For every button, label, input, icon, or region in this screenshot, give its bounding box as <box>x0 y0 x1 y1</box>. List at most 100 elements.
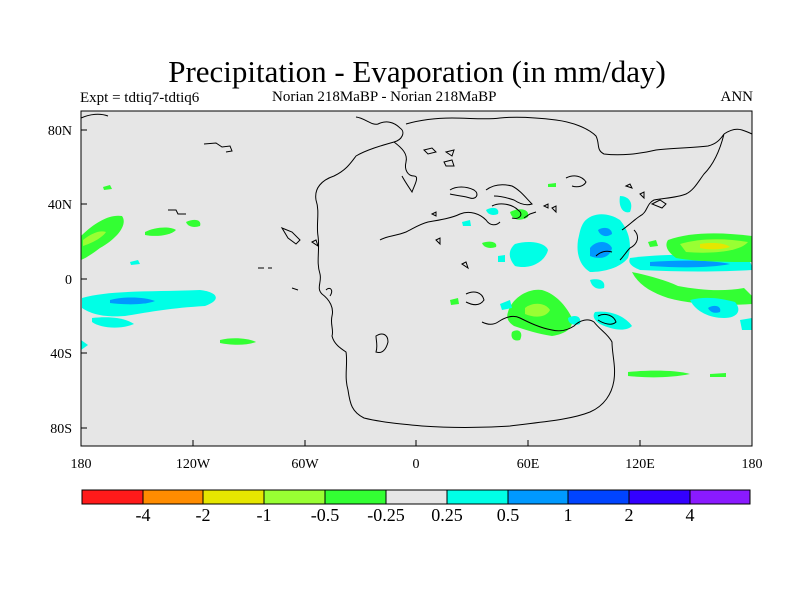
anomaly-patch <box>186 219 201 227</box>
x-tick-labels: 180 120W 60W 0 60E 120E 180 <box>71 457 763 472</box>
anomaly-patch <box>83 231 106 246</box>
colorbar-swatch <box>202 489 265 505</box>
colorbar-label: 0.5 <box>496 505 520 525</box>
coastline <box>485 184 533 206</box>
x-tick-label: 60W <box>291 457 319 472</box>
anomaly-patch <box>130 260 140 265</box>
coastline <box>523 211 537 219</box>
x-tick-label: 60E <box>517 457 540 472</box>
anomaly-patch <box>700 243 730 250</box>
colorbar-label: -0.25 <box>367 505 405 525</box>
anomaly-patch <box>81 215 124 260</box>
anomaly-patch <box>510 209 529 220</box>
coastline <box>375 333 389 353</box>
coastline <box>565 175 587 188</box>
season-label: ANN <box>720 89 754 105</box>
coastline <box>430 211 437 217</box>
coastline <box>315 116 616 428</box>
anomaly-fields <box>81 183 752 378</box>
coastline <box>435 237 441 246</box>
anomaly-patch <box>110 297 155 305</box>
y-tick-label: 80N <box>48 124 72 139</box>
y-tick-label: 0 <box>65 273 72 288</box>
colorbar-label: 2 <box>624 505 634 525</box>
y-tick-label: 40N <box>48 198 72 213</box>
y-tick-labels: 80N 40N 0 40S 80S <box>48 124 72 437</box>
coastline <box>168 209 186 215</box>
coastline <box>311 239 319 248</box>
y-tick-label: 40S <box>50 347 72 362</box>
coastline <box>650 199 667 209</box>
anomaly-patch <box>590 279 605 289</box>
coastline <box>619 229 638 261</box>
experiment-label: Expt = tdtiq7-tdtiq6 <box>80 90 200 106</box>
anomaly-patch <box>525 303 550 317</box>
anomaly-patch <box>500 300 512 310</box>
anomaly-patch <box>145 227 176 236</box>
colorbar-label: 0.25 <box>431 505 463 525</box>
anomaly-patch <box>462 220 471 226</box>
anomaly-patch <box>220 338 256 345</box>
colorbar-swatch <box>689 489 751 505</box>
coastline <box>542 203 549 209</box>
colorbar-label: 4 <box>685 505 695 525</box>
anomaly-patch <box>568 316 581 325</box>
coastline <box>624 183 633 189</box>
anomaly-patch <box>710 373 726 377</box>
anomaly-patch <box>486 207 499 215</box>
anomaly-patch <box>593 311 632 330</box>
anomaly-patch <box>648 240 658 247</box>
coastline <box>423 147 437 155</box>
anomaly-patch <box>628 370 690 378</box>
anomaly-patch <box>511 330 522 341</box>
colorbar-label: 1 <box>563 505 573 525</box>
coastlines <box>80 113 753 428</box>
anomaly-patch <box>81 340 88 350</box>
anomaly-patch <box>708 305 721 313</box>
colorbar-label: -4 <box>135 505 151 525</box>
chart-title: Precipitation - Evaporation (in mm/day) <box>168 54 666 89</box>
coastline <box>449 186 478 199</box>
anomaly-patch <box>482 241 497 248</box>
colorbar-swatch <box>324 489 387 505</box>
coastline <box>491 203 522 219</box>
colorbar-swatch <box>142 489 204 505</box>
y-tick-label: 80S <box>50 422 72 437</box>
coastline <box>379 211 501 241</box>
coastline <box>80 113 109 119</box>
coastline <box>595 250 613 257</box>
coastline <box>639 191 645 200</box>
colorbar-swatch <box>507 489 569 505</box>
coastline <box>461 261 469 270</box>
coastline <box>551 205 557 214</box>
y-tick-marks <box>81 129 87 429</box>
anomaly-patch <box>740 318 752 330</box>
coastline <box>280 226 301 245</box>
anomaly-patch <box>590 242 612 258</box>
coastline <box>393 141 418 194</box>
colorbar-swatch <box>446 489 509 505</box>
anomaly-patch <box>509 242 548 268</box>
period-label: Norian 218MaBP - Norian 218MaBP <box>272 89 497 105</box>
coastline <box>405 116 725 231</box>
colorbar-label: -0.5 <box>310 505 340 525</box>
x-tick-label: 120E <box>625 457 655 472</box>
coastline <box>443 159 455 167</box>
coastline <box>203 142 233 153</box>
coastline <box>444 149 455 157</box>
colorbar-label: -1 <box>256 505 272 525</box>
anomaly-patch <box>650 260 730 268</box>
colorbar-swatch <box>385 489 448 505</box>
colorbar-swatch <box>628 489 691 505</box>
colorbar-label: -2 <box>195 505 211 525</box>
colorbar-swatch <box>567 489 630 505</box>
anomaly-patch <box>548 183 556 187</box>
anomaly-patch <box>103 185 112 190</box>
coastline <box>723 128 753 135</box>
colorbar-swatch <box>81 489 144 505</box>
anomaly-patch <box>82 290 216 317</box>
coastline <box>325 287 333 297</box>
anomaly-patch <box>92 317 134 328</box>
anomaly-patch <box>450 298 459 305</box>
